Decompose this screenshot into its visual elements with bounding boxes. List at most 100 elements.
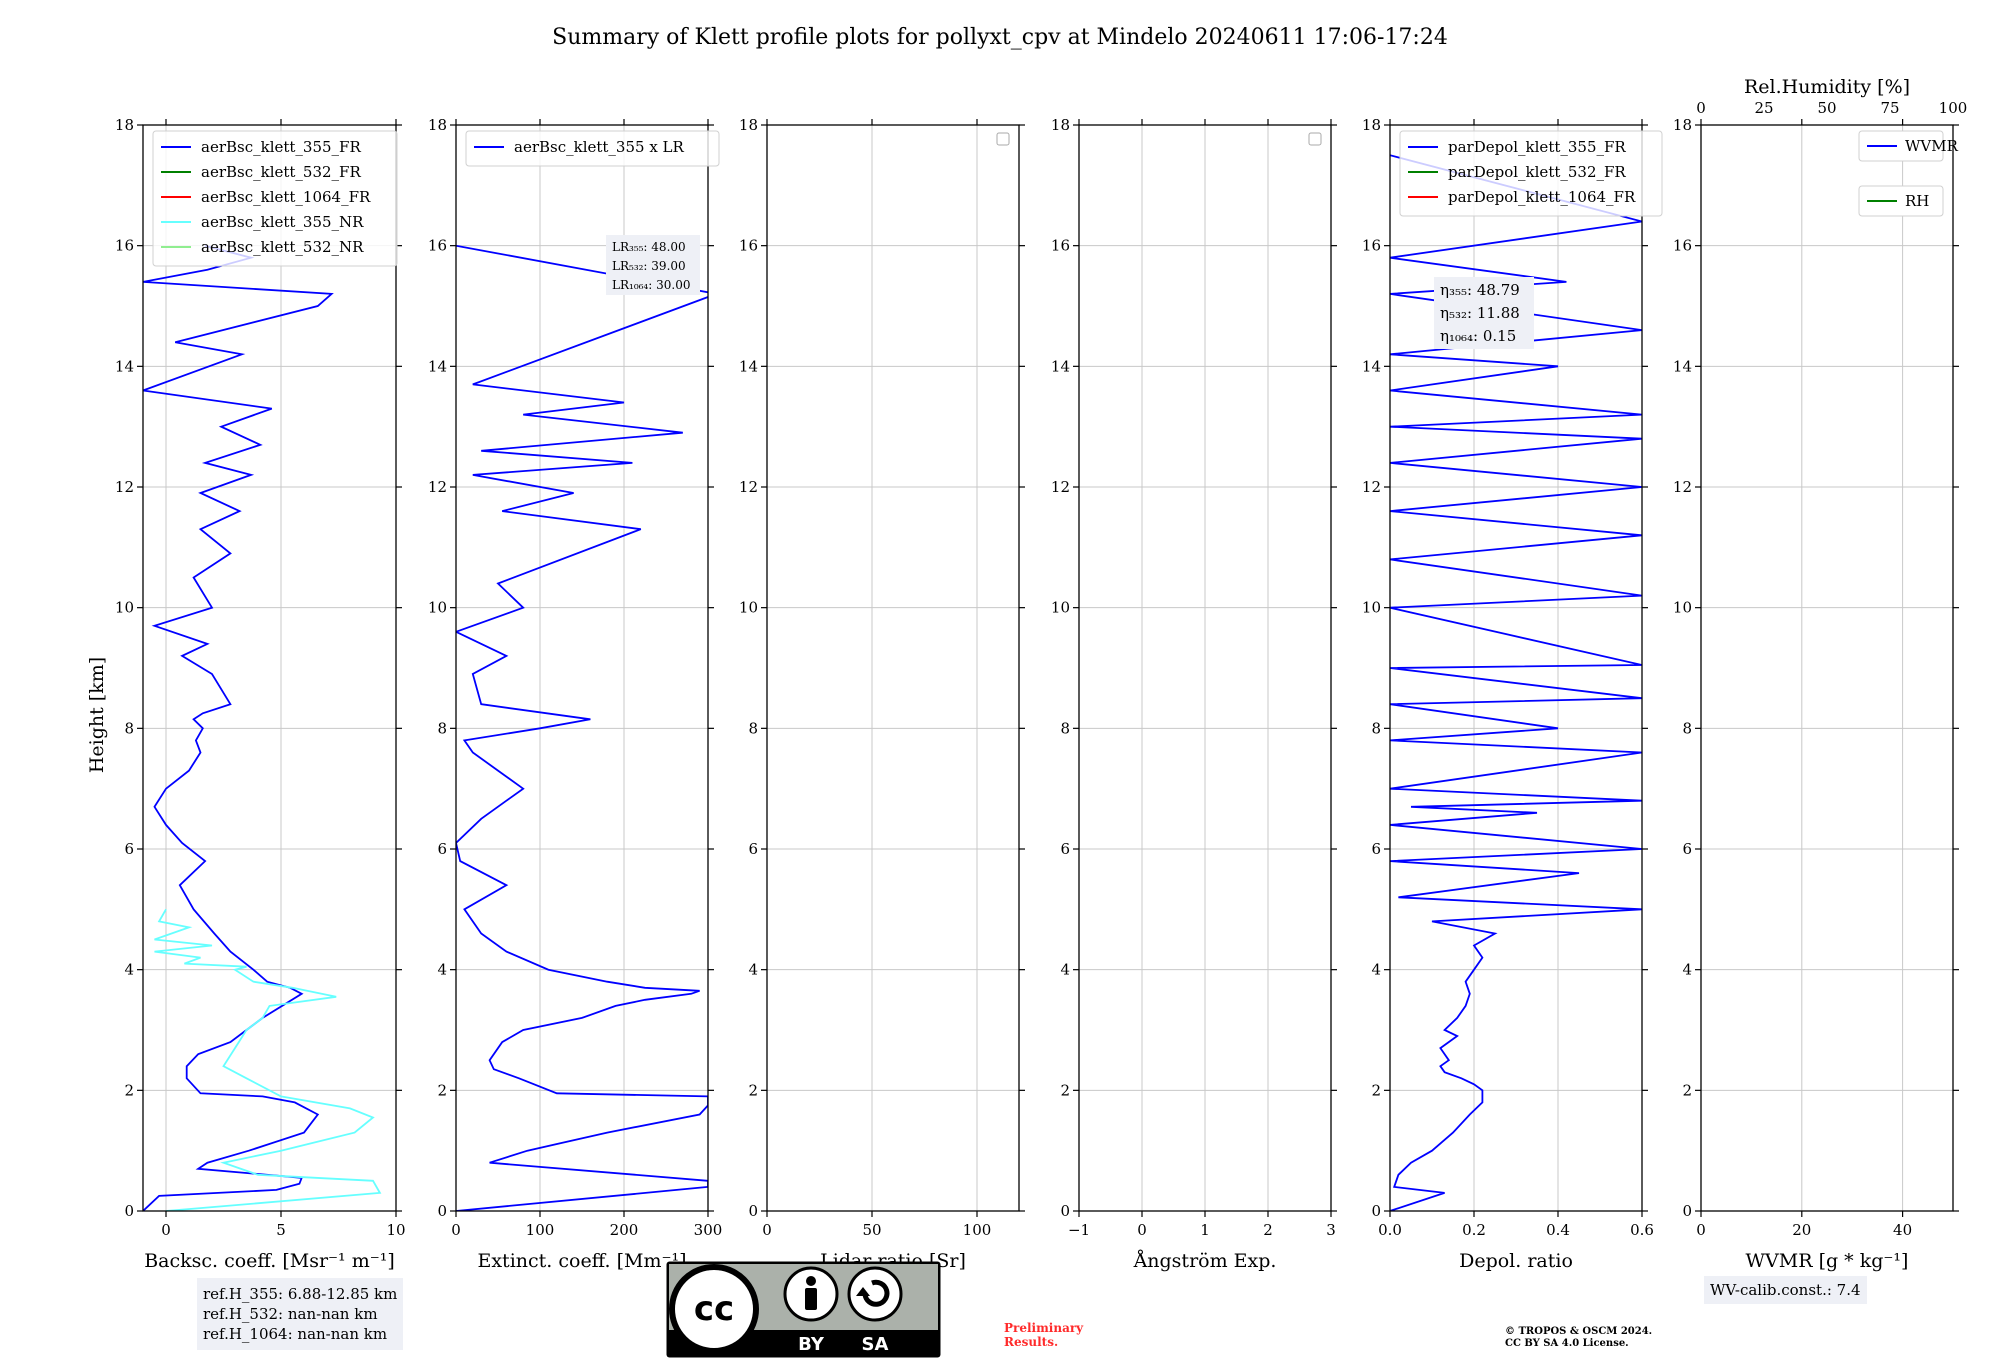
y-tick-label: 8 xyxy=(437,719,447,737)
y-tick-label: 0 xyxy=(1371,1202,1381,1220)
y-tick-label: 4 xyxy=(1682,961,1692,979)
y-tick-label: 12 xyxy=(1051,478,1070,496)
y-tick-label: 8 xyxy=(124,719,134,737)
x2-axis-label: Rel.Humidity [%] xyxy=(1744,76,1910,98)
y-tick-label: 16 xyxy=(1051,237,1070,255)
legend-label-aerBsc_klett_355 x LR: aerBsc_klett_355 x LR xyxy=(514,138,685,156)
lidar-ratio-box xyxy=(606,235,700,295)
legend-box xyxy=(1399,130,1663,217)
y-tick-label: 18 xyxy=(1362,116,1381,134)
wv-calibration-box: WV-calib.const.: 7.4 xyxy=(1704,1276,1867,1304)
panel-frame xyxy=(1700,124,1954,1212)
sa-share-alike-icon xyxy=(847,1266,903,1322)
copyright-line-1: © TROPOS & OSCM 2024. xyxy=(1505,1326,1653,1337)
y-tick-label: 14 xyxy=(115,357,134,375)
eta-box xyxy=(1434,277,1534,349)
x2-tick-label: 100 xyxy=(1939,99,1968,117)
y-tick-label: 14 xyxy=(1051,357,1070,375)
panel-frame xyxy=(455,124,709,1212)
y-tick-label: 8 xyxy=(1060,719,1070,737)
x-axis-label: Backsc. coeff. [Msr⁻¹ m⁻¹] xyxy=(144,1250,395,1272)
ref-height-1064: ref.H_1064: nan-nan km xyxy=(203,1325,388,1343)
x-tick-label: 100 xyxy=(963,1221,992,1239)
y-tick-label: 4 xyxy=(437,961,447,979)
y-tick-label: 2 xyxy=(437,1081,447,1099)
panel-frame xyxy=(766,124,1020,1212)
badge-by-label: BY xyxy=(798,1334,825,1355)
x2-tick-label: 0 xyxy=(1696,99,1706,117)
y-tick-label: 12 xyxy=(1673,478,1692,496)
x2-tick-label: 50 xyxy=(1817,99,1836,117)
x-tick-label: 0 xyxy=(762,1221,772,1239)
sa-arrow-head xyxy=(856,1287,870,1296)
series-line-parDepol_klett_355_FR xyxy=(1390,154,1642,1211)
y-tick-label: 8 xyxy=(1682,719,1692,737)
x-tick-label: 0 xyxy=(1137,1221,1147,1239)
panel-2: 0 2 4 6 8 10 12 14 16 18 0 100 200 300 Extinct. coeff.… xyxy=(428,116,722,1272)
x-tick-label: 3 xyxy=(1326,1221,1336,1239)
y-tick-label: 8 xyxy=(1371,719,1381,737)
legend-label-aerBsc_klett_532_FR: aerBsc_klett_532_FR xyxy=(201,163,361,181)
x-tick-label: 40 xyxy=(1893,1221,1912,1239)
y-tick-label: 18 xyxy=(1051,116,1070,134)
y-tick-label: 10 xyxy=(1362,599,1381,617)
y-tick-label: 16 xyxy=(428,237,447,255)
y-tick-label: 10 xyxy=(428,599,447,617)
y-tick-label: 14 xyxy=(739,357,758,375)
x-tick-label: −1 xyxy=(1068,1221,1090,1239)
legend-label-parDepol_klett_532_FR: parDepol_klett_532_FR xyxy=(1448,163,1626,181)
ref-height-355: ref.H_355: 6.88-12.85 km xyxy=(203,1285,398,1303)
series-line-aerBsc_klett_355 x LR xyxy=(456,244,708,1211)
legend-box xyxy=(1858,185,1944,217)
series-line-aerBsc_klett_355_FR xyxy=(143,244,334,1211)
cc-logo-icon xyxy=(669,1264,759,1354)
panel-5: 0 2 4 6 8 10 12 14 16 18 0.0 0.2 0.4 0.6 Depol. ratio p… xyxy=(1362,116,1663,1272)
x2-tick-label: 75 xyxy=(1880,99,1899,117)
x-tick-label: 0 xyxy=(1696,1221,1706,1239)
y-tick-label: 8 xyxy=(748,719,758,737)
x-tick-label: 100 xyxy=(526,1221,555,1239)
reference-height-box: ref.H_355: 6.88-12.85 km ref.H_532: nan-… xyxy=(197,1278,404,1350)
x-tick-label: 0.6 xyxy=(1630,1221,1654,1239)
panel-1: 0 2 4 6 8 10 12 14 16 18 0 5 10 Backsc. coeff. [Msr⁻¹… xyxy=(115,116,406,1272)
ref-height-532: ref.H_532: nan-nan km xyxy=(203,1305,378,1323)
y-tick-label: 2 xyxy=(124,1081,134,1099)
x-tick-label: 1 xyxy=(1200,1221,1210,1239)
legend-label-parDepol_klett_355_FR: parDepol_klett_355_FR xyxy=(1448,138,1626,156)
y-tick-label: 2 xyxy=(1060,1081,1070,1099)
empty-legend-marker xyxy=(996,132,1010,146)
y-tick-label: 2 xyxy=(748,1081,758,1099)
panel-frame xyxy=(1078,124,1332,1212)
x-axis-label: Extinct. coeff. [Mm⁻¹] xyxy=(477,1250,686,1272)
y-tick-label: 14 xyxy=(1362,357,1381,375)
x-tick-label: 0 xyxy=(161,1221,171,1239)
y-tick-label: 2 xyxy=(1371,1081,1381,1099)
y-tick-label: 0 xyxy=(1060,1202,1070,1220)
x-axis-label: Depol. ratio xyxy=(1459,1250,1573,1272)
y-tick-label: 18 xyxy=(115,116,134,134)
y-tick-label: 16 xyxy=(115,237,134,255)
lidar-ratio-label: LR₁₀₆₄: 30.00 xyxy=(612,278,690,292)
y-tick-label: 6 xyxy=(748,840,758,858)
y-tick-label: 10 xyxy=(1673,599,1692,617)
legend-label-WVMR: WVMR xyxy=(1905,137,1959,155)
y-tick-label: 14 xyxy=(1673,357,1692,375)
y-tick-label: 4 xyxy=(1060,961,1070,979)
legend-box xyxy=(465,130,720,167)
y-tick-label: 4 xyxy=(1371,961,1381,979)
y-tick-label: 10 xyxy=(1051,599,1070,617)
by-person-body xyxy=(805,1288,817,1310)
copyright-note: © TROPOS & OSCM 2024. CC BY SA 4.0 Licen… xyxy=(1505,1326,1652,1350)
lidar-ratio-label: LR₃₅₅: 48.00 xyxy=(612,240,686,254)
x-tick-label: 0 xyxy=(451,1221,461,1239)
y-tick-label: 18 xyxy=(1673,116,1692,134)
legend-box xyxy=(152,130,398,267)
x-tick-label: 0.4 xyxy=(1546,1221,1570,1239)
y-tick-label: 6 xyxy=(1371,840,1381,858)
y-tick-label: 0 xyxy=(124,1202,134,1220)
y-tick-label: 16 xyxy=(1673,237,1692,255)
